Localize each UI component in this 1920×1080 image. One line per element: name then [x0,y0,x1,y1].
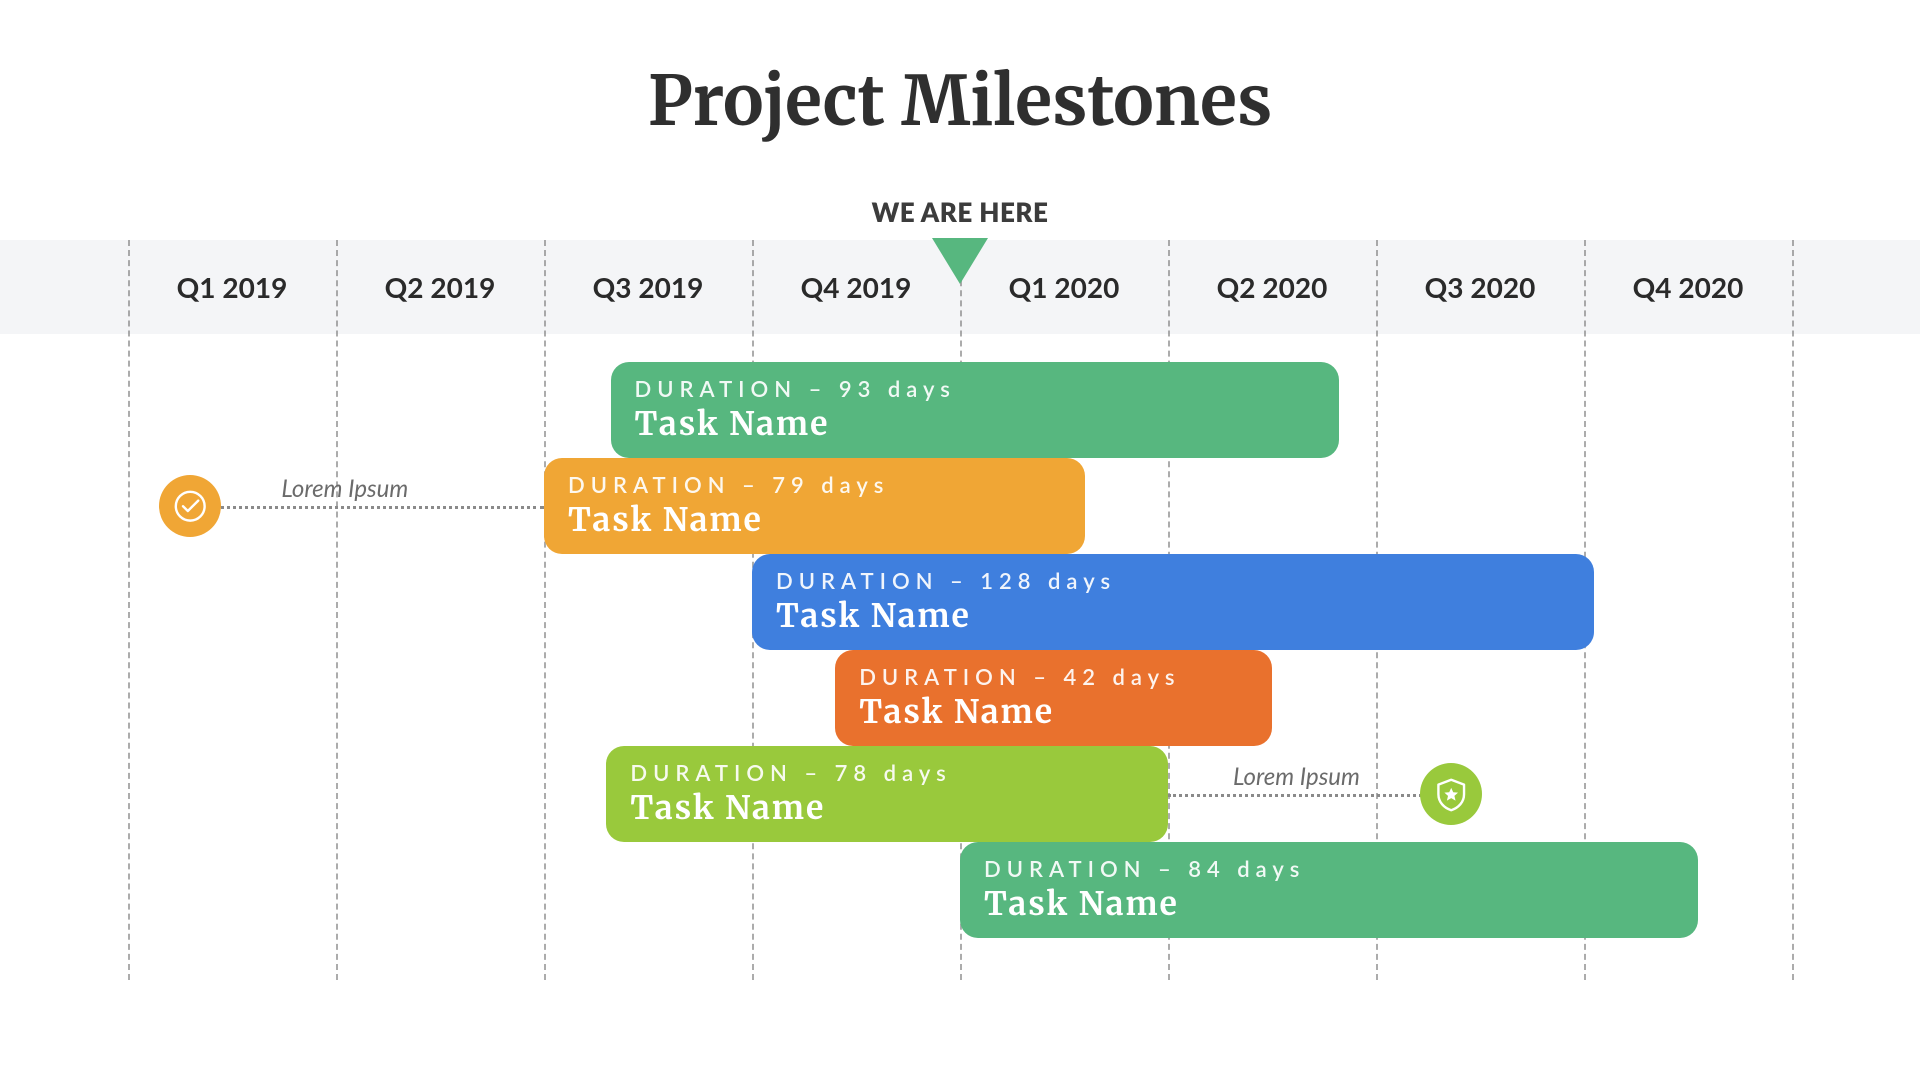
task-name-label: Task Name [635,404,1315,444]
task-bar: DURATION – 128 daysTask Name [752,554,1594,650]
gridline [1792,240,1794,980]
task-bar: DURATION – 93 daysTask Name [611,362,1339,458]
quarter-label: Q1 2020 [1009,270,1120,304]
task-name-label: Task Name [984,884,1674,924]
gantt-slide: Project Milestones Q1 2019 Q2 2019 Q3 2019… [0,0,1920,1080]
task-name-label: Task Name [630,788,1144,828]
task-bar: DURATION – 84 daysTask Name [960,842,1698,938]
milestone-connector [190,506,544,509]
current-position-marker [932,238,988,284]
task-duration-label: DURATION – 78 days [630,759,1144,786]
we-are-here-label: WE ARE HERE [810,196,1110,228]
gridline [128,240,130,980]
task-name-label: Task Name [776,596,1570,636]
page-title: Project Milestones [0,58,1920,144]
quarter-label: Q4 2020 [1633,270,1744,304]
quarter-label: Q3 2020 [1425,270,1536,304]
gridline [544,240,546,980]
quarter-label: Q4 2019 [801,270,912,304]
check-icon [159,475,221,537]
task-name-label: Task Name [568,500,1061,540]
task-bar: DURATION – 42 daysTask Name [835,650,1272,746]
quarter-label: Q2 2019 [385,270,496,304]
milestone-label: Lorem Ipsum [1233,762,1360,791]
task-bar: DURATION – 78 daysTask Name [606,746,1168,842]
milestone-connector [1168,794,1451,797]
task-duration-label: DURATION – 42 days [859,663,1248,690]
gridline [336,240,338,980]
task-name-label: Task Name [859,692,1248,732]
task-duration-label: DURATION – 79 days [568,471,1061,498]
quarter-label: Q3 2019 [593,270,704,304]
milestone-label: Lorem Ipsum [281,474,408,503]
task-duration-label: DURATION – 128 days [776,567,1570,594]
task-duration-label: DURATION – 93 days [635,375,1315,402]
quarter-label: Q1 2019 [177,270,288,304]
task-duration-label: DURATION – 84 days [984,855,1674,882]
star-shield-icon [1420,763,1482,825]
task-bar: DURATION – 79 daysTask Name [544,458,1085,554]
quarter-label: Q2 2020 [1217,270,1328,304]
